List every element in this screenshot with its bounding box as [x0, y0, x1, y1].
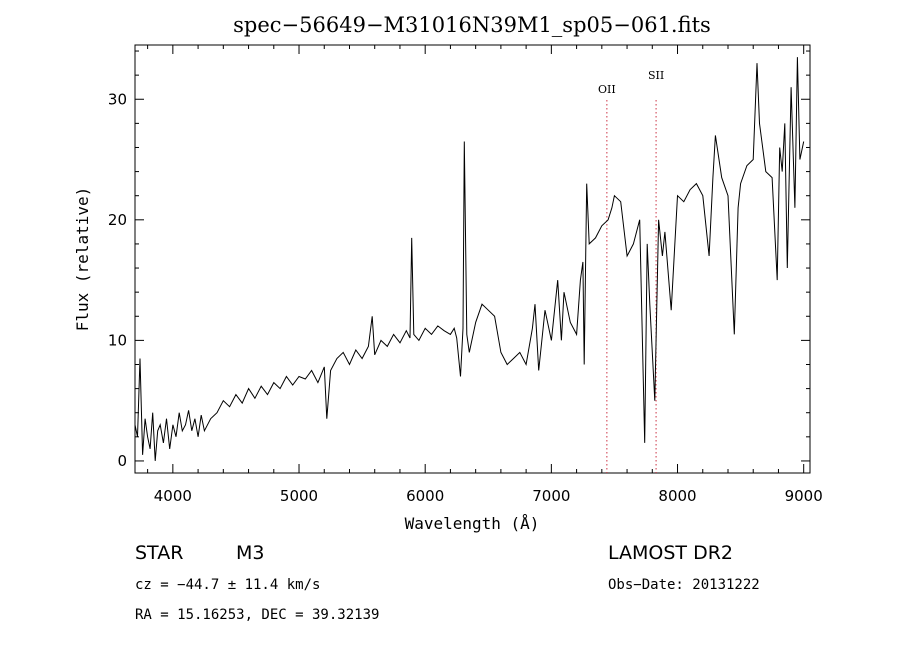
survey-name: LAMOST DR2 — [608, 542, 733, 564]
y-tick-label: 30 — [108, 90, 127, 108]
y-tick-label: 0 — [117, 452, 127, 470]
redshift-cz: cz = −44.7 ± 11.4 km/s — [135, 577, 320, 593]
spectrum-series — [134, 57, 805, 461]
object-class: STAR — [135, 542, 183, 564]
chart-title: spec−56649−M31016N39M1_sp05−061.fits — [233, 13, 711, 37]
y-axis-label: Flux (relative) — [73, 187, 92, 332]
x-tick-label: 5000 — [280, 487, 318, 505]
coordinates: RA = 15.16253, DEC = 39.32139 — [135, 607, 379, 623]
x-tick-label: 4000 — [154, 487, 192, 505]
axis-ticks: 4000 5000 6000 7000 8000 9000 0 10 20 30 — [108, 45, 823, 505]
x-tick-label: 9000 — [785, 487, 823, 505]
x-tick-label: 6000 — [406, 487, 444, 505]
emission-line-markers: OII SII — [598, 69, 664, 473]
line-label-sii: SII — [648, 69, 664, 82]
line-label-oii: OII — [598, 83, 616, 96]
plot-frame — [134, 44, 811, 474]
object-subclass: M3 — [236, 542, 264, 564]
y-tick-label: 20 — [108, 211, 127, 229]
y-tick-label: 10 — [108, 331, 127, 349]
x-tick-label: 7000 — [532, 487, 570, 505]
obs-date: Obs−Date: 20131222 — [608, 577, 760, 593]
x-axis-label: Wavelength (Å) — [405, 514, 540, 533]
x-tick-label: 8000 — [658, 487, 696, 505]
